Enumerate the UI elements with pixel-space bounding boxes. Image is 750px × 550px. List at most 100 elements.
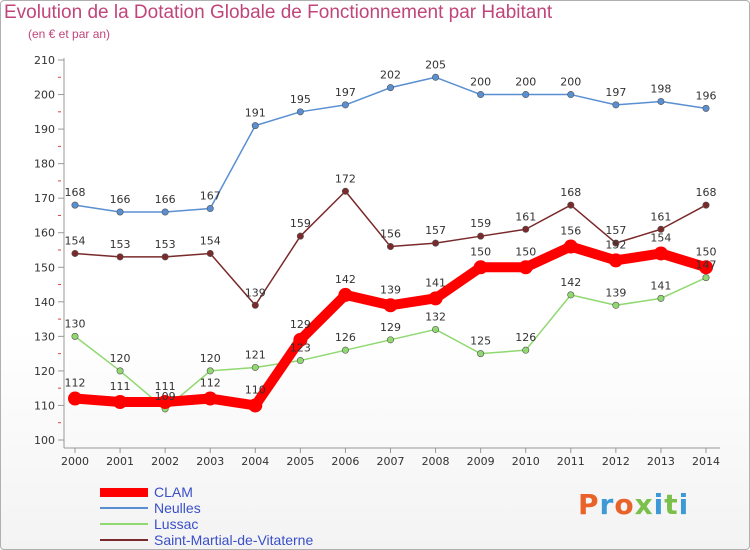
data-label: 200 [560,76,581,89]
logo-letter: i [678,488,690,521]
data-point [248,398,263,413]
data-label: 112 [65,377,86,390]
data-label: 120 [110,352,131,365]
data-point [161,253,169,261]
x-tick-label: 2004 [241,455,269,468]
y-tick-label: 110 [34,399,55,412]
data-label: 147 [696,259,717,272]
data-label: 111 [155,380,176,393]
data-point [477,232,485,240]
data-label: 168 [696,186,717,199]
y-tick-label: 140 [34,296,55,309]
data-point [71,201,79,209]
data-label: 150 [515,245,536,258]
data-label: 126 [335,331,356,344]
data-point [116,367,124,375]
data-point [657,97,665,105]
data-label: 111 [110,380,131,393]
data-label: 154 [200,234,221,247]
data-label: 198 [650,82,671,95]
data-label: 139 [605,286,626,299]
logo-letter: i [653,488,665,521]
data-point [428,291,443,306]
data-label: 200 [515,76,536,89]
legend-swatch [100,523,148,525]
data-point [657,294,665,302]
data-label: 150 [696,245,717,258]
data-point [113,395,128,409]
data-point [432,73,440,81]
series-lines [68,73,713,413]
data-point [612,239,620,247]
data-label: 132 [425,310,446,323]
data-label: 191 [245,107,266,120]
data-label: 153 [155,238,176,251]
data-point [206,367,214,375]
x-tick-label: 2013 [647,455,675,468]
y-tick-label: 160 [34,227,55,240]
x-tick-label: 2007 [377,455,405,468]
data-point [68,391,82,406]
y-tick-label: 100 [34,434,55,447]
data-label: 161 [515,210,536,223]
data-label: 197 [605,86,626,99]
data-label: 154 [650,231,671,244]
data-point [432,239,440,247]
data-label: 112 [200,377,221,390]
data-point [203,391,218,406]
data-point [341,346,349,354]
data-point [341,187,349,195]
data-point [206,249,214,257]
data-point [477,350,485,358]
x-tick-label: 2003 [196,455,224,468]
data-label: 126 [515,331,536,344]
data-label: 195 [290,93,311,106]
data-point [608,253,623,268]
data-point [612,101,620,109]
data-label: 141 [425,276,446,289]
data-label: 172 [335,172,356,185]
y-tick-label: 210 [34,54,55,67]
data-label: 130 [65,317,86,330]
data-label: 142 [335,273,356,286]
data-point [71,249,79,257]
data-point [563,239,578,254]
y-tick-label: 180 [34,158,55,171]
legend-label: Lussac [154,516,199,532]
data-point [432,325,440,333]
data-label: 157 [425,224,446,237]
data-label: 157 [605,224,626,237]
data-point [296,357,304,365]
data-label: 197 [335,86,356,99]
data-point [699,260,713,275]
data-point [296,108,304,116]
x-tick-label: 2011 [557,455,585,468]
data-point [341,101,349,109]
data-point [567,91,575,99]
data-label: 141 [650,279,671,292]
data-point [518,260,533,275]
data-point [657,225,665,233]
data-point [386,336,394,344]
data-label: 110 [245,383,266,396]
data-label: 156 [380,228,401,241]
data-point [386,84,394,92]
data-label: 153 [110,238,131,251]
data-point [702,201,710,209]
data-label: 142 [560,276,581,289]
data-point [522,91,530,99]
data-point [522,225,530,233]
data-label: 161 [650,210,671,223]
data-label: 196 [696,89,717,102]
data-label: 152 [605,238,626,251]
y-tick-label: 150 [34,261,55,274]
data-point [206,205,214,213]
logo-letter: x [634,488,654,521]
data-label: 168 [65,186,86,199]
data-point [251,301,259,309]
data-label: 125 [470,335,491,348]
data-label: 159 [290,217,311,230]
chart-title: Evolution de la Dotation Globale de Fonc… [4,2,553,23]
